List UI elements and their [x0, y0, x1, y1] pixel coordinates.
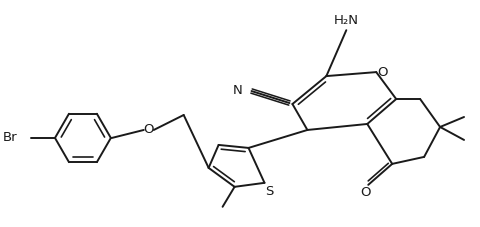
Text: O: O — [360, 186, 371, 199]
Text: H₂N: H₂N — [334, 14, 359, 27]
Text: S: S — [265, 185, 274, 198]
Text: Br: Br — [2, 131, 17, 144]
Text: O: O — [377, 66, 387, 79]
Text: N: N — [233, 84, 242, 96]
Text: O: O — [144, 123, 154, 136]
